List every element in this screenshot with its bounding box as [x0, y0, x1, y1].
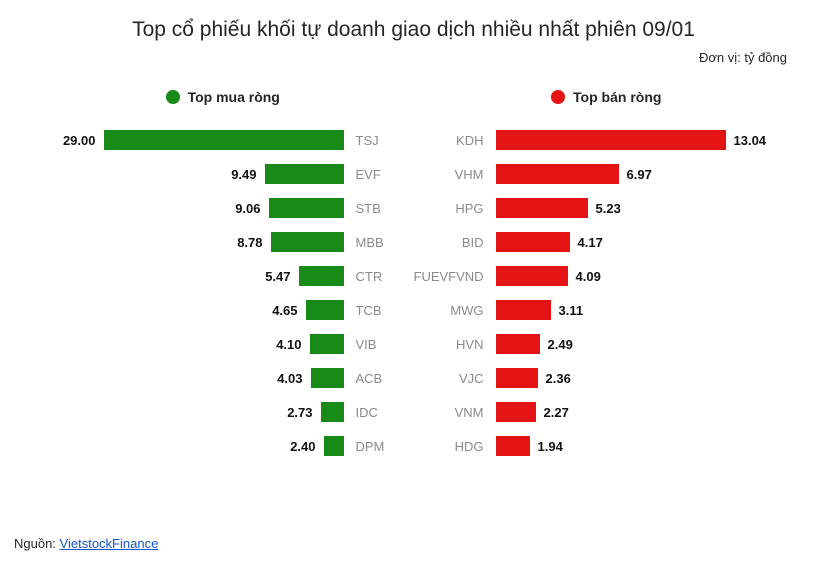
sell-row: HDG 1.94	[414, 433, 798, 459]
sell-row: FUEVFVND 4.09	[414, 263, 798, 289]
sell-ticker: VJC	[414, 371, 496, 386]
sell-bar	[496, 334, 540, 354]
sell-row: VHM 6.97	[414, 161, 798, 187]
buy-bar	[271, 232, 344, 252]
buy-ticker: VIB	[344, 337, 414, 352]
buy-row: 4.65 TCB	[30, 297, 414, 323]
buy-value: 9.06	[235, 201, 260, 216]
chart-area: 29.00 TSJ 9.49 EVF 9.06 STB 8.78 MBB 5.47 CTR 4.65…	[30, 127, 797, 459]
buy-row: 2.40 DPM	[30, 433, 414, 459]
sell-value: 2.36	[546, 371, 571, 386]
sell-ticker: VHM	[414, 167, 496, 182]
buy-value: 9.49	[231, 167, 256, 182]
sell-row: BID 4.17	[414, 229, 798, 255]
sell-row: HPG 5.23	[414, 195, 798, 221]
sell-row: VNM 2.27	[414, 399, 798, 425]
sell-row: MWG 3.11	[414, 297, 798, 323]
sell-ticker: MWG	[414, 303, 496, 318]
buy-value: 5.47	[265, 269, 290, 284]
buy-ticker: DPM	[344, 439, 414, 454]
buy-bar	[104, 130, 344, 150]
buy-ticker: IDC	[344, 405, 414, 420]
sell-ticker: VNM	[414, 405, 496, 420]
sell-row: VJC 2.36	[414, 365, 798, 391]
buy-bar	[269, 198, 344, 218]
unit-label: Đơn vị: tỷ đồng	[30, 50, 797, 65]
legend-sell: Top bán ròng	[551, 89, 661, 105]
buy-bar	[324, 436, 344, 456]
sell-value: 3.11	[559, 303, 584, 318]
chart-container: Top cổ phiếu khối tự doanh giao dịch nhi…	[0, 0, 827, 469]
buy-value: 2.73	[287, 405, 312, 420]
chart-title: Top cổ phiếu khối tự doanh giao dịch nhi…	[30, 18, 797, 42]
buy-ticker: ACB	[344, 371, 414, 386]
sell-bar	[496, 198, 588, 218]
legend-buy-label: Top mua ròng	[188, 89, 280, 105]
sell-value: 2.49	[548, 337, 573, 352]
sell-bar	[496, 436, 530, 456]
buy-ticker: TCB	[344, 303, 414, 318]
buy-value: 4.10	[276, 337, 301, 352]
legend-buy: Top mua ròng	[166, 89, 280, 105]
sell-ticker: HVN	[414, 337, 496, 352]
sell-ticker: KDH	[414, 133, 496, 148]
sell-row: KDH 13.04	[414, 127, 798, 153]
buy-ticker: STB	[344, 201, 414, 216]
buy-bar	[310, 334, 344, 354]
sell-row: HVN 2.49	[414, 331, 798, 357]
sell-value: 2.27	[544, 405, 569, 420]
sell-ticker: BID	[414, 235, 496, 250]
sell-bar	[496, 130, 726, 150]
sell-value: 4.17	[578, 235, 603, 250]
buy-ticker: CTR	[344, 269, 414, 284]
buy-pane: 29.00 TSJ 9.49 EVF 9.06 STB 8.78 MBB 5.47 CTR 4.65…	[30, 127, 414, 459]
buy-row: 2.73 IDC	[30, 399, 414, 425]
sell-bar	[496, 368, 538, 388]
sell-bar	[496, 402, 536, 422]
buy-value: 8.78	[237, 235, 262, 250]
source-line: Nguồn: VietstockFinance	[14, 536, 158, 551]
buy-value: 29.00	[63, 133, 96, 148]
buy-ticker: EVF	[344, 167, 414, 182]
sell-ticker: FUEVFVND	[414, 269, 496, 284]
sell-ticker: HDG	[414, 439, 496, 454]
legend: Top mua ròng Top bán ròng	[30, 89, 797, 105]
sell-value: 6.97	[627, 167, 652, 182]
buy-ticker: TSJ	[344, 133, 414, 148]
buy-bar	[299, 266, 344, 286]
legend-sell-swatch	[551, 90, 565, 104]
sell-value: 13.04	[734, 133, 767, 148]
source-prefix: Nguồn:	[14, 536, 60, 551]
buy-row: 9.06 STB	[30, 195, 414, 221]
sell-bar	[496, 232, 570, 252]
sell-pane: KDH 13.04 VHM 6.97 HPG 5.23 BID 4.17 FUEVFVND 4.0…	[414, 127, 798, 459]
buy-value: 4.65	[272, 303, 297, 318]
buy-bar	[306, 300, 344, 320]
buy-ticker: MBB	[344, 235, 414, 250]
buy-row: 4.10 VIB	[30, 331, 414, 357]
sell-bar	[496, 300, 551, 320]
sell-bar	[496, 164, 619, 184]
legend-sell-label: Top bán ròng	[573, 89, 661, 105]
source-link[interactable]: VietstockFinance	[60, 536, 159, 551]
buy-bar	[311, 368, 344, 388]
buy-row: 5.47 CTR	[30, 263, 414, 289]
buy-bar	[265, 164, 344, 184]
sell-value: 4.09	[576, 269, 601, 284]
buy-bar	[321, 402, 344, 422]
legend-buy-swatch	[166, 90, 180, 104]
buy-row: 9.49 EVF	[30, 161, 414, 187]
sell-value: 1.94	[538, 439, 563, 454]
buy-row: 8.78 MBB	[30, 229, 414, 255]
sell-ticker: HPG	[414, 201, 496, 216]
sell-bar	[496, 266, 568, 286]
buy-value: 4.03	[277, 371, 302, 386]
buy-row: 29.00 TSJ	[30, 127, 414, 153]
buy-row: 4.03 ACB	[30, 365, 414, 391]
sell-value: 5.23	[596, 201, 621, 216]
buy-value: 2.40	[290, 439, 315, 454]
